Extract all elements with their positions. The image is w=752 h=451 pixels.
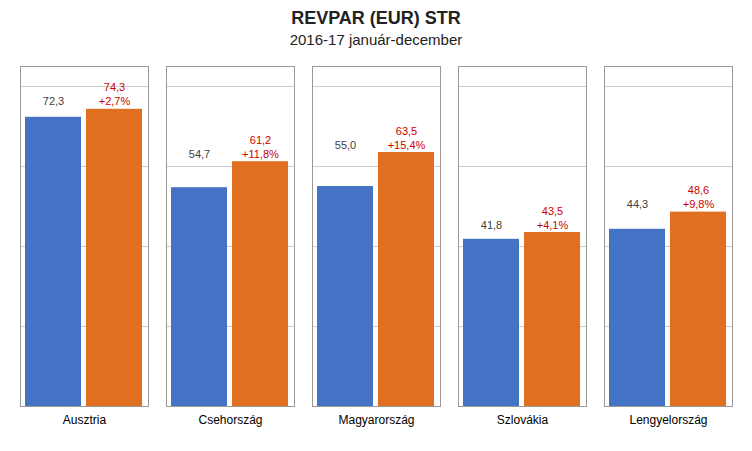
svg-text:+9,8%: +9,8% (683, 198, 715, 210)
svg-text:+15,4%: +15,4% (388, 139, 426, 151)
html-text:2016-17 január-december: 2016-17 január-december (289, 31, 463, 48)
svg-text:+4,1%: +4,1% (537, 219, 569, 231)
svg-text:72,3: 72,3 (43, 95, 64, 107)
svg-text:55,0: 55,0 (335, 139, 356, 151)
svg-text:Lengyelország: Lengyelország (629, 413, 707, 427)
svg-text:Szlovákia: Szlovákia (497, 413, 549, 427)
svg-text:54,7: 54,7 (189, 148, 210, 160)
svg-text:43,5: 43,5 (542, 205, 563, 217)
svg-text:Csehország: Csehország (198, 413, 262, 427)
svg-text:+2,7%: +2,7% (99, 95, 131, 107)
svg-text:44,3: 44,3 (627, 198, 648, 210)
svg-text:63,5: 63,5 (396, 125, 417, 137)
html-text:REVPAR (EUR) STR: REVPAR (EUR) STR (291, 8, 461, 28)
svg-text:48,6: 48,6 (688, 184, 709, 196)
svg-text:41,8: 41,8 (481, 219, 502, 231)
svg-text:74,3: 74,3 (104, 81, 125, 93)
svg-text:Magyarország: Magyarország (338, 413, 414, 427)
svg-text:Ausztria: Ausztria (63, 413, 107, 427)
svg-text:+11,8%: +11,8% (242, 148, 279, 160)
svg-text:61,2: 61,2 (250, 134, 271, 146)
